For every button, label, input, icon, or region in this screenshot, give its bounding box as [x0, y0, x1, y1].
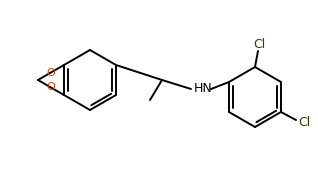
- Text: HN: HN: [194, 82, 213, 95]
- Text: O: O: [47, 82, 55, 92]
- Text: Cl: Cl: [298, 115, 310, 129]
- Text: O: O: [47, 68, 55, 78]
- Text: Cl: Cl: [253, 38, 265, 51]
